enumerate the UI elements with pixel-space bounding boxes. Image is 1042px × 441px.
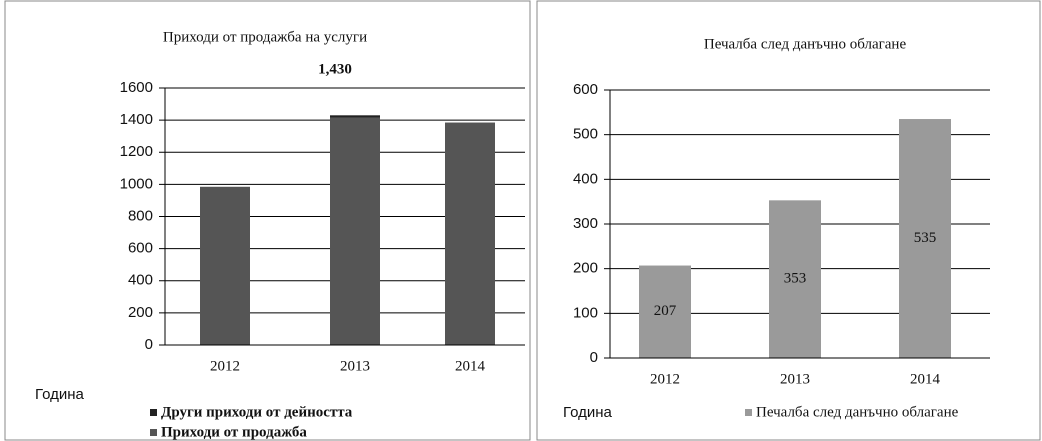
y-tick-label: 800 — [128, 207, 153, 224]
bar — [200, 186, 250, 345]
bar — [330, 115, 380, 118]
y-tick-label: 0 — [590, 349, 598, 366]
legend-swatch — [150, 409, 157, 416]
bar — [769, 200, 821, 358]
bar — [445, 122, 495, 345]
legend-label: Приходи от продажба — [161, 424, 307, 440]
y-tick-label: 1000 — [120, 175, 153, 192]
x-tick-label: 2013 — [340, 358, 370, 374]
y-tick-label: 1200 — [120, 143, 153, 160]
y-tick-label: 400 — [128, 272, 153, 289]
legend-swatch — [745, 409, 752, 416]
bar — [639, 265, 691, 358]
annotation: 1,430 — [318, 61, 352, 77]
y-tick-label: 600 — [573, 81, 598, 98]
left-panel — [4, 0, 531, 441]
x-axis-label: Година — [563, 404, 613, 421]
x-tick-label: 2014 — [910, 371, 941, 387]
x-tick-label: 2012 — [210, 358, 240, 374]
y-tick-label: 1400 — [120, 111, 153, 128]
chart-title: Печалба след данъчно облагане — [704, 36, 907, 52]
y-tick-label: 0 — [145, 336, 153, 353]
bar — [899, 119, 951, 359]
x-axis-label: Година — [35, 386, 85, 403]
y-tick-label: 200 — [128, 304, 153, 321]
legend-swatch — [150, 429, 157, 436]
y-tick-label: 200 — [573, 260, 598, 277]
x-tick-label: 2013 — [780, 371, 810, 387]
data-label: 207 — [654, 303, 677, 319]
bar — [330, 117, 380, 346]
chart-title: Приходи от продажба на услуги — [163, 29, 367, 45]
right-panel — [536, 0, 1041, 441]
data-label: 535 — [914, 230, 937, 246]
legend-label: Печалба след данъчно облагане — [756, 404, 959, 420]
legend-label: Други приходи от дейността — [161, 404, 353, 420]
x-tick-label: 2012 — [650, 371, 680, 387]
y-tick-label: 500 — [573, 126, 598, 143]
y-tick-label: 600 — [128, 240, 153, 257]
y-tick-label: 100 — [573, 304, 598, 321]
data-label: 353 — [784, 271, 807, 287]
y-tick-label: 400 — [573, 170, 598, 187]
x-tick-label: 2014 — [455, 358, 486, 374]
y-tick-label: 300 — [573, 215, 598, 232]
y-tick-label: 1600 — [120, 79, 153, 96]
